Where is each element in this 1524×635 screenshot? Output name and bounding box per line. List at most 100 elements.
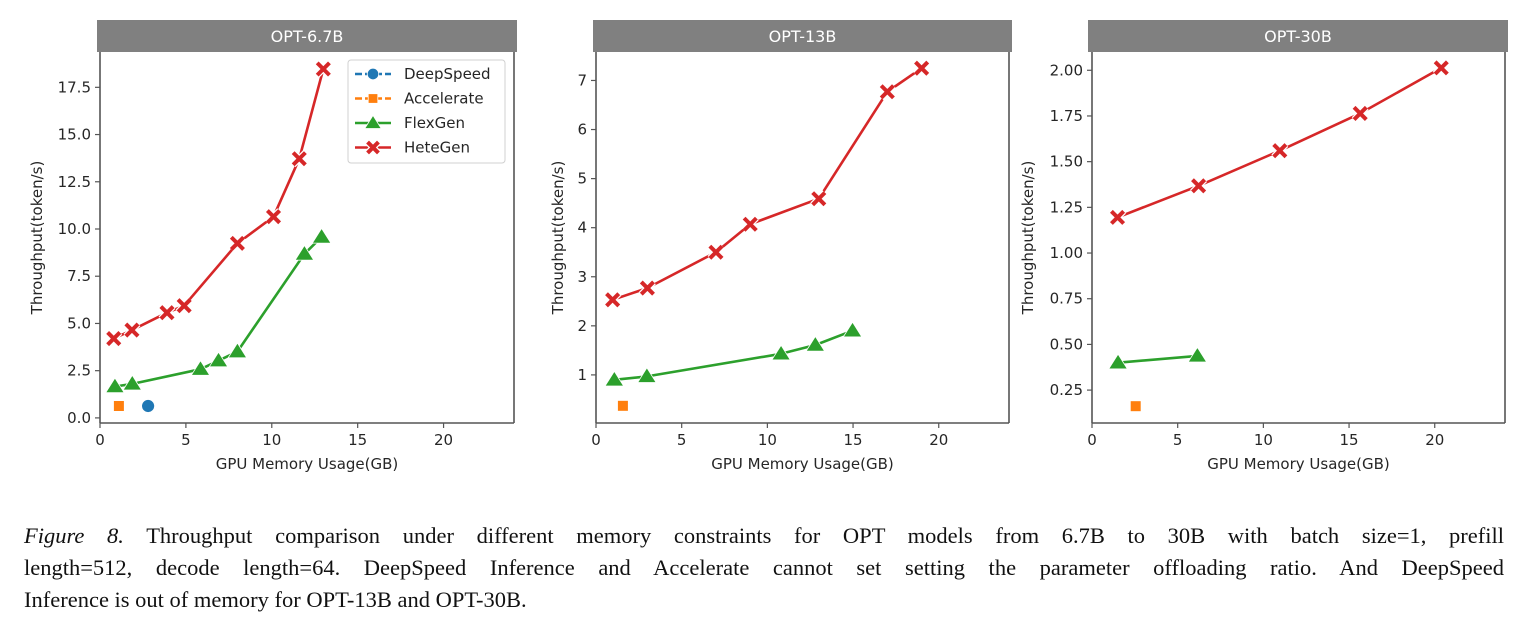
data-point: [1129, 400, 1142, 412]
x-tick-label: 15: [1340, 431, 1359, 449]
y-tick-label: 1.50: [1050, 153, 1083, 171]
data-point: [604, 291, 622, 309]
x-tick-label: 0: [1087, 431, 1097, 449]
y-axis-label: Throughput(token/s): [1019, 161, 1037, 316]
data-point: [105, 330, 123, 347]
panel-title: OPT-13B: [769, 27, 837, 46]
data-point: [805, 335, 826, 352]
x-axis-label: GPU Memory Usage(GB): [711, 455, 894, 473]
chart-panel-2: OPT-13B 0 5 10 15 20 1 2 3 4 5 6 7 GPU Memory Usage(G…: [549, 20, 1012, 473]
x-tick-label: 20: [929, 431, 948, 449]
data-point: [175, 297, 193, 315]
data-point: [294, 244, 315, 261]
caption-line-2: length=512, decode length=64. DeepSpeed …: [24, 552, 1504, 584]
data-point: [1190, 177, 1208, 195]
data-point: [1271, 142, 1289, 160]
chart-panel-3: OPT-30B 0 5 10 15 20 0.25 0.50 0.75 1.00 1.25 1.50 1…: [1019, 20, 1508, 473]
legend-item-deepspeed: DeepSpeed: [355, 65, 491, 83]
series-hetegen: [1109, 59, 1450, 226]
caption-line-1: Figure 8. Throughput comparison under di…: [24, 520, 1504, 552]
y-tick-label: 17.5: [58, 78, 91, 96]
legend-box: [347, 59, 506, 164]
y-tick-label: 12.5: [58, 173, 91, 191]
panel-title: OPT-6.7B: [271, 27, 344, 46]
data-point: [636, 367, 657, 383]
data-point: [1108, 353, 1129, 370]
legend-label: HeteGen: [404, 139, 470, 157]
data-point: [1351, 104, 1369, 122]
series-deepspeed: [141, 399, 155, 413]
plot-area: [1092, 52, 1505, 423]
data-point: [1109, 208, 1126, 226]
legend-label: Accelerate: [404, 90, 484, 108]
data-point: [227, 342, 248, 359]
legend: DeepSpeed Accelerate FlexGen HeteGen: [347, 59, 506, 164]
y-tick-label: 0.25: [1050, 381, 1083, 399]
x-tick-label: 15: [348, 431, 367, 449]
data-point: [1432, 59, 1450, 77]
series-accelerate: [1129, 400, 1142, 412]
plot-area: [596, 52, 1009, 423]
y-tick-label: 0.75: [1050, 290, 1083, 308]
y-tick-label: 2: [577, 317, 587, 335]
y-tick-label: 15.0: [58, 126, 91, 144]
data-point: [604, 370, 625, 387]
x-tick-label: 20: [434, 431, 453, 449]
y-tick-label: 4: [577, 219, 587, 237]
caption-text-1: Throughput comparison under different me…: [146, 523, 1505, 548]
data-point: [638, 279, 656, 297]
series-hetegen: [105, 60, 332, 347]
data-point: [311, 227, 332, 244]
legend-label: DeepSpeed: [404, 65, 491, 83]
y-tick-label: 0.50: [1050, 335, 1083, 353]
data-point: [913, 59, 931, 77]
legend-item-accelerate: Accelerate: [355, 90, 484, 108]
y-tick-label: 3: [577, 268, 587, 286]
series-flexgen: [104, 227, 332, 394]
x-axis-label: GPU Memory Usage(GB): [1207, 455, 1390, 473]
y-tick-label: 1: [577, 366, 587, 384]
data-point: [104, 377, 125, 394]
series-hetegen: [604, 59, 931, 309]
data-point: [290, 150, 308, 168]
panel-strip: [97, 20, 517, 52]
x-tick-label: 10: [262, 431, 281, 449]
x-tick-label: 5: [677, 431, 687, 449]
caption-text-2: length=512, decode length=64. DeepSpeed …: [24, 555, 1504, 580]
data-point: [1187, 346, 1208, 363]
figure-caption: Figure 8. Throughput comparison under di…: [24, 520, 1504, 616]
data-point: [314, 60, 332, 78]
x-tick-label: 5: [181, 431, 191, 449]
y-tick-label: 0.0: [67, 409, 91, 427]
y-tick-label: 7: [577, 71, 587, 89]
data-point: [878, 83, 896, 101]
x-tick-label: 0: [95, 431, 105, 449]
series-accelerate: [617, 400, 629, 412]
data-point: [141, 399, 155, 413]
series-flexgen: [604, 321, 863, 387]
data-point: [741, 215, 759, 233]
y-tick-label: 5: [577, 170, 587, 188]
panel-strip: [593, 20, 1012, 52]
y-axis-label: Throughput(token/s): [549, 161, 567, 316]
series-line: [1117, 354, 1198, 364]
data-point: [771, 344, 792, 361]
data-point: [707, 243, 725, 261]
x-tick-label: 5: [1173, 431, 1183, 449]
figure-panels: OPT-6.7B0 5 10 15 200.02.55.07.510.012.515.0…: [28, 20, 1508, 473]
legend-label: FlexGen: [404, 114, 465, 132]
y-tick-label: 7.5: [67, 267, 91, 285]
y-tick-label: 6: [577, 121, 587, 139]
panel-title: OPT-30B: [1264, 27, 1332, 46]
caption-line-3: Inference is out of memory for OPT-13B a…: [24, 584, 1504, 616]
data-point: [123, 321, 141, 339]
y-tick-label: 5.0: [67, 314, 91, 332]
y-tick-label: 1.00: [1050, 244, 1083, 262]
x-tick-label: 10: [758, 431, 777, 449]
data-point: [265, 208, 282, 226]
data-point: [810, 190, 828, 208]
data-point: [190, 359, 211, 376]
legend-marker-triangle-icon: [364, 114, 382, 129]
y-tick-label: 1.25: [1050, 198, 1083, 216]
data-point: [617, 400, 629, 412]
